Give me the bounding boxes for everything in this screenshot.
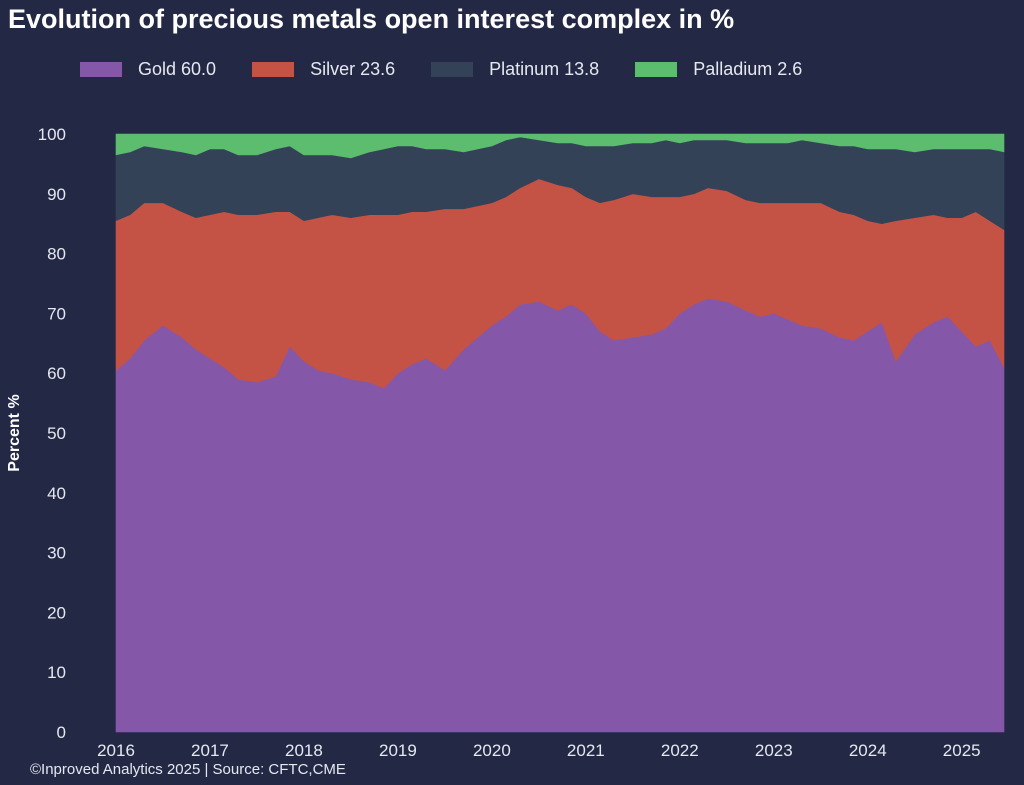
y-tick-label: 70 [47, 304, 66, 323]
y-tick-label: 40 [47, 484, 66, 503]
x-axis-ticks: 2016 2017 2018 2019 2020 2021 2022 2023 2024 2025 [97, 741, 981, 760]
legend-swatch-palladium [635, 61, 678, 77]
x-tick-label: 2022 [661, 741, 699, 760]
legend-item-gold: Gold 60.0 [80, 59, 216, 80]
x-tick-label: 2018 [285, 741, 323, 760]
x-tick-label: 2023 [755, 741, 793, 760]
legend-label-palladium: Palladium 2.6 [693, 58, 803, 79]
y-axis-label: Percent % [6, 394, 23, 471]
x-tick-label: 2019 [379, 741, 417, 760]
x-tick-label: 2020 [473, 741, 511, 760]
legend-label-platinum: Platinum 13.8 [489, 58, 600, 79]
y-tick-label: 50 [47, 424, 66, 443]
x-tick-label: 2024 [849, 741, 887, 760]
y-tick-label: 100 [38, 125, 66, 144]
y-axis-ticks: 0 10 20 30 40 50 60 70 80 90 100 [38, 125, 66, 742]
legend-item-palladium: Palladium 2.6 [635, 59, 802, 80]
x-tick-label: 2021 [567, 741, 605, 760]
y-tick-label: 80 [47, 245, 66, 264]
x-tick-label: 2016 [97, 741, 135, 760]
y-tick-label: 10 [47, 663, 66, 682]
y-tick-label: 0 [57, 723, 66, 742]
y-tick-label: 20 [47, 603, 66, 622]
source-footer: ©Inproved Analytics 2025 | Source: CFTC,… [30, 761, 346, 778]
legend-swatch-silver [252, 61, 295, 77]
chart-title: Evolution of precious metals open intere… [8, 4, 735, 34]
legend-label-gold: Gold 60.0 [138, 58, 217, 79]
chart-legend: Gold 60.0 Silver 23.6 Platinum 13.8 Pall… [80, 58, 838, 80]
legend-label-silver: Silver 23.6 [310, 58, 396, 79]
y-tick-label: 30 [47, 544, 66, 563]
area-palladium [115, 133, 1005, 159]
x-tick-label: 2017 [191, 741, 229, 760]
area-layer [115, 133, 1005, 733]
legend-item-silver: Silver 23.6 [252, 59, 395, 80]
x-tick-label: 2025 [943, 741, 981, 760]
y-tick-label: 60 [47, 364, 66, 383]
legend-swatch-platinum [431, 61, 474, 77]
y-tick-label: 90 [47, 185, 66, 204]
legend-swatch-gold [80, 61, 122, 77]
legend-item-platinum: Platinum 13.8 [431, 59, 599, 80]
